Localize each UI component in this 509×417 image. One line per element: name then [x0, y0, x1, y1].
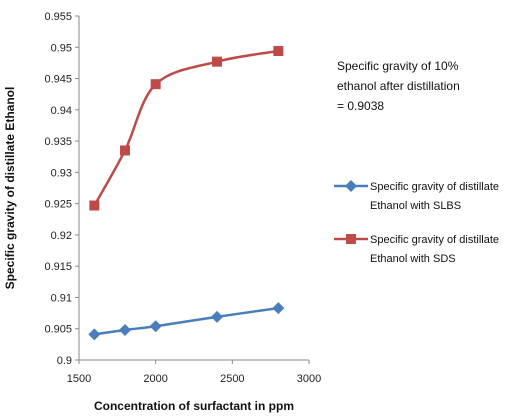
- series-2: [89, 46, 284, 211]
- x-tick-label: 2500: [220, 373, 244, 385]
- legend-item: Specific gravity of distillate Ethanol wi…: [334, 234, 499, 265]
- y-tick-label: 0.92: [51, 230, 72, 242]
- annotation: Specific gravity of 10% ethanol after di…: [337, 56, 507, 116]
- x-tick-label: 2000: [143, 373, 167, 385]
- data-point: [88, 328, 101, 341]
- y-ticks: 0.9 0.905 0.91 0.915 0.92 0.925 0.93 0.935 0.94 0…: [44, 11, 79, 367]
- data-point: [120, 145, 130, 156]
- x-axis-title: Concentration of surfactant in ppm: [94, 399, 294, 413]
- x-tick-label: 3000: [297, 373, 321, 385]
- y-tick-label: 0.94: [51, 105, 72, 117]
- y-tick-label: 0.905: [44, 324, 72, 336]
- y-tick-label: 0.9: [57, 355, 72, 367]
- x-tick-label: 1500: [67, 373, 91, 385]
- annotation-line: = 0.9038: [337, 99, 385, 113]
- legend-label: Ethanol with SDS: [370, 253, 456, 265]
- data-point: [119, 323, 131, 336]
- y-tick-label: 0.935: [44, 136, 72, 148]
- data-point: [272, 302, 285, 315]
- x-ticks: 1500 2000 2500 3000: [67, 360, 321, 385]
- annotation-line: Specific gravity of 10%: [337, 59, 459, 73]
- legend-label: Specific gravity of distillate: [370, 181, 499, 193]
- series-1: [88, 302, 285, 341]
- data-point: [150, 79, 161, 90]
- legend-item: Specific gravity of distillate Ethanol wi…: [334, 180, 499, 212]
- data-point: [89, 200, 100, 211]
- y-tick-label: 0.95: [51, 42, 72, 54]
- data-point: [149, 320, 162, 333]
- y-axis-title: Specific gravity of distillate Ethanol: [3, 87, 17, 290]
- annotation-line: ethanol after distillation: [337, 79, 460, 93]
- series-layer: [88, 46, 285, 341]
- y-tick-label: 0.945: [44, 74, 72, 86]
- legend: Specific gravity of distillate Ethanol wi…: [334, 180, 499, 265]
- y-tick-label: 0.915: [44, 261, 72, 273]
- y-tick-label: 0.955: [44, 11, 72, 23]
- y-tick-label: 0.93: [51, 167, 72, 179]
- data-point: [211, 310, 223, 323]
- legend-label: Ethanol with SLBS: [370, 200, 461, 212]
- series-line: [93, 49, 279, 207]
- plot-area: 0.9 0.905 0.91 0.915 0.92 0.925 0.93 0.935 0.94 0…: [44, 11, 321, 385]
- legend-marker: [346, 234, 356, 244]
- y-tick-label: 0.91: [51, 292, 72, 304]
- legend-label: Specific gravity of distillate: [370, 234, 499, 246]
- data-point: [273, 46, 284, 57]
- data-point: [212, 56, 222, 67]
- y-tick-label: 0.925: [44, 199, 72, 211]
- legend-marker: [345, 180, 357, 192]
